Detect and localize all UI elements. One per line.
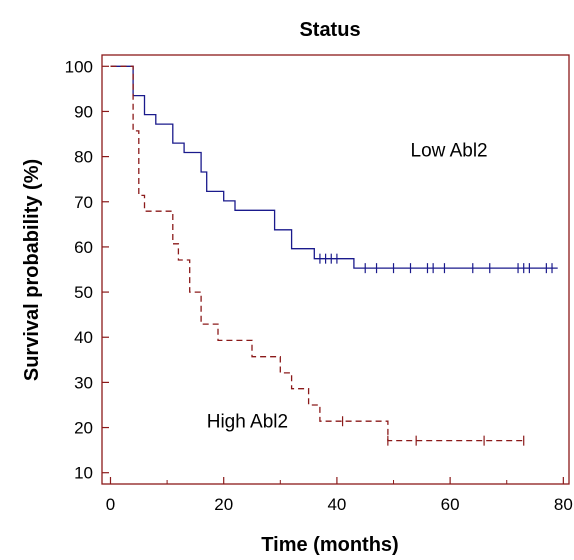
annotations: Low Abl2 High Abl2 <box>207 141 488 433</box>
y-tick-label: 30 <box>74 373 93 392</box>
label-low-abl2: Low Abl2 <box>411 141 488 162</box>
y-tick-label: 70 <box>74 193 93 212</box>
x-tick-label: 60 <box>441 495 460 514</box>
y-axis: 10 20 30 40 50 60 70 80 90 100 <box>65 57 109 483</box>
x-tick-label: 40 <box>327 495 346 514</box>
y-tick-label: 50 <box>74 283 93 302</box>
x-tick-label: 80 <box>554 495 573 514</box>
label-high-abl2: High Abl2 <box>207 412 288 433</box>
x-tick-label: 0 <box>106 495 115 514</box>
y-tick-label: 90 <box>74 102 93 121</box>
y-tick-label: 60 <box>74 238 93 257</box>
x-axis-title: Time (months) <box>261 534 398 556</box>
y-tick-label: 40 <box>74 328 93 347</box>
plot-frame <box>101 54 570 485</box>
series-low-abl2-curve <box>110 65 558 269</box>
series-layer <box>110 65 558 442</box>
x-tick-label: 20 <box>214 495 233 514</box>
x-axis: 0 20 40 60 80 <box>106 477 573 514</box>
y-tick-label: 10 <box>74 464 93 483</box>
censor-marks <box>319 253 553 446</box>
y-tick-label: 20 <box>74 419 93 438</box>
series-high-abl2-curve <box>110 65 524 442</box>
y-tick-label: 100 <box>65 57 93 76</box>
y-tick-label: 80 <box>74 148 93 167</box>
y-axis-title: Survival probability (%) <box>21 159 43 381</box>
chart-title: Status <box>299 19 360 41</box>
